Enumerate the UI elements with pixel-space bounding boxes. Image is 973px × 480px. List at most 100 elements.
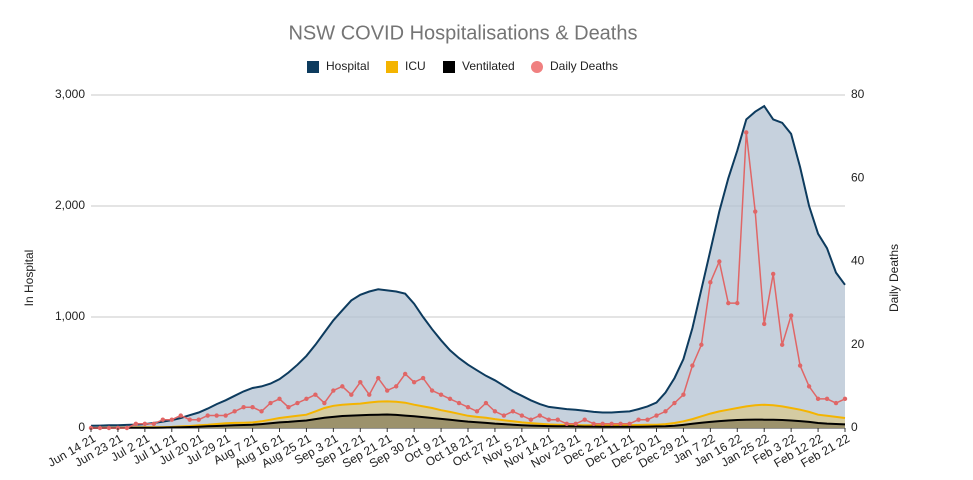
deaths-marker bbox=[124, 425, 130, 431]
deaths-marker bbox=[501, 413, 507, 418]
legend-item: ICU bbox=[386, 59, 426, 73]
y2-axis-title: Daily Deaths bbox=[887, 244, 901, 312]
deaths-marker bbox=[833, 400, 839, 406]
y-tick-label: 3,000 bbox=[55, 87, 85, 101]
deaths-marker bbox=[555, 417, 560, 422]
deaths-marker bbox=[277, 396, 282, 402]
y2-tick-label: 20 bbox=[851, 337, 865, 351]
deaths-marker bbox=[241, 404, 246, 410]
deaths-marker bbox=[393, 384, 399, 389]
deaths-marker bbox=[456, 400, 462, 406]
deaths-marker bbox=[250, 404, 255, 410]
y-tick-label: 1,000 bbox=[55, 309, 85, 323]
series-line bbox=[90, 104, 846, 427]
deaths-marker bbox=[636, 417, 641, 422]
deaths-marker bbox=[618, 421, 623, 427]
deaths-marker bbox=[842, 396, 848, 402]
deaths-marker bbox=[447, 396, 453, 402]
y-tick-label: 2,000 bbox=[55, 198, 85, 212]
legend-swatch bbox=[531, 61, 543, 73]
legend-swatch bbox=[386, 61, 398, 73]
deaths-marker bbox=[528, 417, 534, 422]
y-axis-title: In Hospital bbox=[22, 250, 36, 307]
deaths-marker bbox=[627, 421, 632, 427]
deaths-marker bbox=[438, 392, 444, 397]
legend-swatch bbox=[443, 61, 455, 73]
deaths-marker bbox=[367, 392, 372, 397]
deaths-marker bbox=[340, 384, 345, 389]
deaths-marker bbox=[223, 413, 228, 418]
deaths-marker bbox=[708, 280, 713, 285]
legend-swatch bbox=[307, 61, 319, 73]
legend-label: Daily Deaths bbox=[550, 59, 618, 73]
deaths-marker bbox=[645, 417, 650, 422]
deaths-marker bbox=[178, 413, 183, 418]
area bbox=[91, 414, 845, 428]
deaths-marker bbox=[717, 259, 722, 264]
deaths-marker bbox=[268, 400, 273, 406]
deaths-marker bbox=[358, 380, 363, 385]
deaths-marker bbox=[151, 421, 157, 427]
deaths-marker bbox=[331, 388, 336, 393]
legend-label: ICU bbox=[405, 59, 426, 73]
deaths-marker bbox=[582, 417, 587, 422]
deaths-marker bbox=[385, 388, 390, 393]
legend-item: Ventilated bbox=[443, 59, 515, 73]
deaths-marker bbox=[349, 392, 354, 397]
deaths-marker bbox=[376, 375, 381, 381]
deaths-marker bbox=[788, 313, 794, 318]
y2-tick-label: 80 bbox=[851, 87, 865, 101]
deaths-marker bbox=[797, 363, 803, 368]
area bbox=[91, 106, 845, 428]
deaths-marker bbox=[815, 396, 821, 402]
deaths-marker bbox=[402, 371, 408, 377]
deaths-marker bbox=[762, 321, 767, 327]
legend-item: Hospital bbox=[307, 59, 369, 73]
deaths-marker bbox=[259, 409, 264, 414]
deaths-marker bbox=[187, 417, 192, 422]
deaths-marker bbox=[160, 417, 166, 422]
deaths-marker bbox=[681, 392, 686, 397]
deaths-marker bbox=[654, 413, 659, 418]
deaths-marker bbox=[573, 421, 578, 427]
deaths-marker bbox=[429, 388, 435, 393]
y2-tick-label: 0 bbox=[851, 420, 858, 434]
deaths-marker bbox=[806, 384, 812, 389]
y2-tick-label: 60 bbox=[851, 170, 865, 184]
deaths-marker bbox=[133, 421, 139, 427]
deaths-marker bbox=[824, 396, 830, 402]
deaths-marker bbox=[295, 400, 300, 406]
deaths-marker bbox=[726, 300, 731, 306]
deaths-marker bbox=[744, 130, 749, 135]
deaths-marker bbox=[214, 413, 219, 418]
deaths-marker bbox=[770, 271, 776, 277]
legend-item: Daily Deaths bbox=[531, 59, 618, 73]
deaths-marker bbox=[735, 300, 740, 306]
deaths-marker bbox=[196, 417, 201, 422]
deaths-marker bbox=[286, 404, 291, 410]
series-line bbox=[91, 413, 846, 429]
legend-label: Hospital bbox=[326, 59, 369, 73]
deaths-marker bbox=[106, 425, 112, 431]
deaths-marker bbox=[169, 417, 174, 422]
series-line bbox=[90, 400, 846, 429]
area bbox=[91, 401, 845, 428]
deaths-marker bbox=[474, 409, 480, 414]
deaths-marker bbox=[313, 392, 318, 397]
deaths-marker bbox=[519, 413, 525, 418]
deaths-marker bbox=[609, 421, 614, 427]
deaths-marker bbox=[546, 417, 551, 422]
deaths-marker bbox=[600, 421, 605, 427]
deaths-marker bbox=[420, 375, 426, 381]
y-tick-label: 0 bbox=[78, 420, 85, 434]
deaths-marker bbox=[779, 342, 785, 347]
deaths-marker bbox=[142, 421, 148, 427]
deaths-marker bbox=[690, 363, 695, 368]
deaths-marker bbox=[699, 342, 704, 347]
y2-tick-label: 40 bbox=[851, 254, 865, 268]
deaths-marker bbox=[510, 409, 516, 414]
deaths-marker bbox=[537, 413, 543, 418]
deaths-marker bbox=[411, 380, 417, 385]
deaths-marker bbox=[465, 404, 471, 410]
